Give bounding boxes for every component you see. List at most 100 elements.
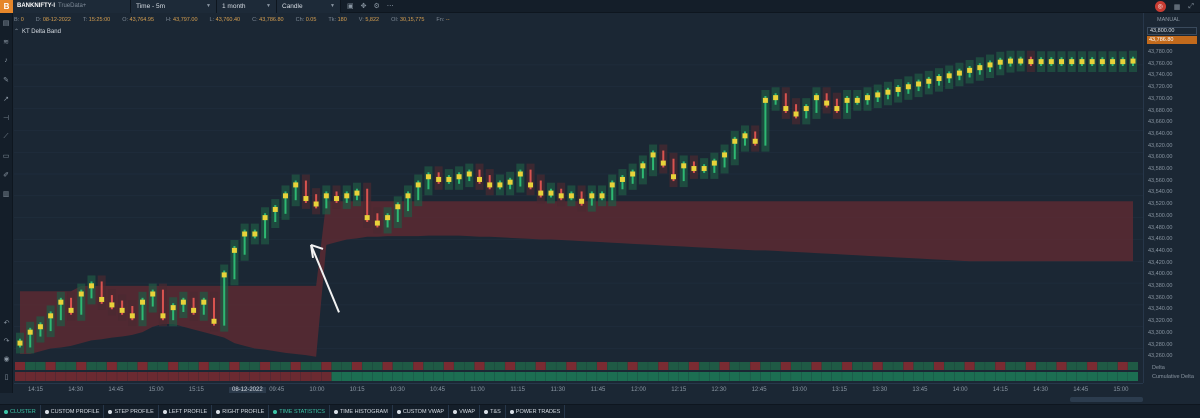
delta-cell [117,362,128,370]
collapse-icon[interactable]: ⌃ [14,29,20,35]
bottom-tab-left-profile[interactable]: LEFT PROFILE [159,404,213,418]
layers-icon[interactable]: ▤ [2,19,10,27]
indicator-legend[interactable]: ⌃ KT Delta Band [14,28,61,36]
alert-bell-icon[interactable]: ♪ [4,57,8,64]
cumulative-delta-cell [535,372,546,381]
delta-cell [1076,362,1087,370]
trendline-tool-icon[interactable]: ⟋ [3,132,9,140]
candle-body [192,297,195,315]
time-tick: 14:15 [992,387,1008,393]
poc-marker [1120,59,1126,65]
poc-marker [844,97,850,103]
bottom-tab-right-profile[interactable]: RIGHT PROFILE [212,404,270,418]
arrow-tool-icon[interactable]: ↗ [3,95,9,103]
ruler-tool-icon[interactable]: ▥ [2,190,10,198]
cumulative-delta-cell [974,372,985,381]
chevron-down-icon: ▼ [206,3,211,9]
magic-wand-icon[interactable]: ✎ [3,76,9,84]
poc-marker [1007,58,1013,64]
price-tick: 43,700.00 [1148,95,1173,102]
time-tick: 12:45 [751,387,767,393]
chart-style-dropdown[interactable]: Candle ▼ [277,0,341,13]
redo-icon[interactable]: ↷ [3,337,10,345]
delta-cell [1087,362,1098,370]
poc-marker [446,176,452,182]
data-source: TrueData+ [58,3,87,9]
cumulative-delta-cell [852,372,863,381]
info-ticks: Tk: 180 [328,17,347,23]
cumulative-delta-cell [25,372,36,381]
delta-cell [862,362,873,370]
price-tick: 43,440.00 [1148,247,1173,254]
undo-icon[interactable]: ↶ [3,319,10,327]
candle-body [631,169,634,184]
timeframe-dropdown[interactable]: Time - 5m ▼ [131,0,217,13]
cumulative-delta-cell [617,372,628,381]
bottom-tab-custom-vwap[interactable]: CUSTOM VWAP [393,404,450,418]
delta-cell [1128,362,1138,370]
cumulative-delta-cell [607,372,618,381]
poc-marker [507,179,513,185]
delta-cell [260,362,271,370]
candle-body [621,175,624,190]
more-icon[interactable]: ⋯ [386,3,394,10]
screenshot-icon[interactable]: ▣ [347,3,354,10]
settings-icon[interactable]: ⚙ [373,3,380,10]
poc-marker [660,160,666,166]
candle-body [202,297,205,315]
cumulative-delta-cell [811,372,822,381]
hline-tool-icon[interactable]: ⊣ [2,114,10,122]
tab-label: TIME HISTOGRAM [339,408,388,415]
price-tick: 43,500.00 [1148,212,1173,219]
cumulative-delta-cell [882,372,893,381]
annotation-arrow-shaft [310,244,340,313]
bottom-tab-t-s[interactable]: T&S [480,404,506,418]
bottom-tab-power-trades[interactable]: POWER TRADES [506,404,566,418]
bottom-tab-custom-profile[interactable]: CUSTOM PROFILE [41,404,105,418]
expand-icon[interactable]: ⤢ [1188,2,1194,10]
alert-icon[interactable]: ◎ [1154,1,1166,12]
cumulative-delta-cell [1097,372,1108,381]
poc-marker [1099,59,1105,65]
bottom-tab-time-histogram[interactable]: TIME HISTOGRAM [330,404,393,418]
trash-icon[interactable]: ▯ [4,373,9,381]
cumulative-delta-cell [239,372,250,381]
brush-tool-icon[interactable]: ✐ [3,171,9,179]
bottom-tab-vwap[interactable]: VWAP [449,404,481,418]
delta-cell [525,362,536,370]
price-axis[interactable]: MANUAL 43,800.00 43,786.80 43,780.00 43,760… [1143,13,1200,383]
range-dropdown[interactable]: 1 month ▼ [217,0,277,13]
eye-icon[interactable]: ◉ [3,355,10,363]
poc-marker [385,215,391,221]
bottom-tab-time-statistics[interactable]: TIME STATISTICS [269,404,330,418]
rectangle-tool-icon[interactable]: ▭ [2,152,10,160]
cumulative-delta-cell [739,372,750,381]
candle-body [110,295,113,310]
cursor-icon[interactable]: ✥ [360,3,367,10]
cumulative-delta-cell [597,372,608,381]
delta-cell [852,362,863,370]
tab-label: CUSTOM PROFILE [50,408,100,415]
bullet-icon [162,409,167,414]
time-axis[interactable]: 14:15 14:30 14:45 15:00 15:15 08-12-2022 09:45… [14,383,1143,397]
bottom-tab-cluster[interactable]: CLUSTER [0,404,41,418]
symbol-selector[interactable]: BANKNIFTY-I TrueData+ [13,0,131,13]
stack-icon[interactable]: ≋ [3,38,9,46]
app-logo[interactable]: B [0,0,13,13]
cumulative-delta-cell [249,372,260,381]
delta-cell [872,362,883,370]
delta-cell [1005,362,1016,370]
bottom-tab-step-profile[interactable]: STEP PROFILE [104,404,159,418]
delta-cell [719,362,730,370]
time-tick: 10:45 [430,387,446,393]
price-chart[interactable] [14,40,1143,383]
candle-body [672,158,675,182]
poc-marker [997,59,1003,65]
poc-marker [221,272,227,278]
layout-icon[interactable]: ▦ [1173,3,1181,11]
price-tick: 43,640.00 [1148,130,1173,137]
horizontal-scrollbar[interactable] [1070,397,1143,402]
poc-marker [109,302,115,308]
delta-cell [729,362,740,370]
axis-mode-label[interactable]: MANUAL [1157,17,1180,23]
